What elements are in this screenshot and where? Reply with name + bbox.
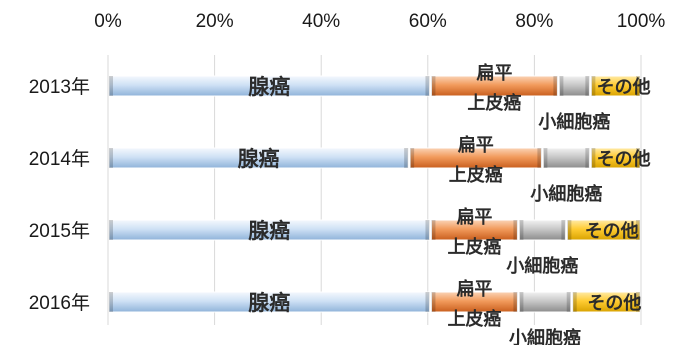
- bar-bevel: [566, 292, 571, 312]
- bar-segment: [430, 219, 518, 241]
- bar-segment: [518, 291, 572, 313]
- bar-segment: [542, 147, 590, 169]
- bar-segment: [518, 219, 566, 241]
- bar-segment: [590, 147, 641, 169]
- category-label: 2015年: [29, 220, 90, 242]
- category-label: 2013年: [29, 76, 90, 98]
- bars: [108, 75, 641, 313]
- segment-label: 扁平: [456, 278, 492, 300]
- bar-bevel: [636, 76, 640, 96]
- segment-label: 腺癌: [248, 291, 290, 315]
- bar-bevel: [513, 292, 518, 312]
- x-tick-label: 60%: [409, 11, 447, 32]
- segment-label: 上皮癌: [447, 236, 501, 258]
- bar-bevel: [585, 76, 590, 96]
- bar-bevel: [431, 220, 436, 240]
- bar-bevel: [553, 76, 558, 96]
- bar-segment: [409, 147, 542, 169]
- y-axis-categories: 2013年 2014年 2015年 2016年: [29, 76, 90, 314]
- segment-label: 小細胞癌: [530, 183, 602, 205]
- gridlines: [107, 55, 642, 325]
- segment-label: 腺癌: [238, 147, 280, 171]
- bar-segment: [108, 291, 430, 313]
- x-tick-label: 0%: [94, 11, 122, 32]
- x-tick-label: 80%: [515, 11, 553, 32]
- bar-segment: [590, 75, 641, 97]
- bar-bevel: [559, 76, 564, 96]
- bar-bevel: [543, 148, 548, 168]
- bar-bevel: [567, 220, 572, 240]
- segment-label: 扁平: [456, 206, 492, 228]
- bar-bevel: [636, 220, 640, 240]
- bar-segment: [108, 147, 409, 169]
- bar-segment: [566, 219, 641, 241]
- bar-bevel: [572, 292, 577, 312]
- bar-segment: [430, 291, 518, 313]
- segment-label: その他: [587, 292, 641, 314]
- bar-bevel: [636, 148, 640, 168]
- bar-segment: [430, 75, 558, 97]
- bar-bevel: [425, 76, 430, 96]
- bar-bevel: [425, 220, 430, 240]
- bar-bevel: [109, 148, 113, 168]
- bar-segment: [108, 75, 430, 97]
- bar-bevel: [513, 220, 518, 240]
- bar-bevel: [109, 76, 113, 96]
- bar-segment: [572, 291, 641, 313]
- segment-labels: 腺癌扁平上皮癌小細胞癌その他腺癌扁平上皮癌小細胞癌その他腺癌扁平上皮癌小細胞癌そ…: [238, 62, 651, 345]
- bar-bevel: [109, 220, 113, 240]
- segment-label: その他: [597, 76, 651, 98]
- x-tick-label: 100%: [617, 11, 666, 32]
- segment-label: 上皮癌: [467, 92, 521, 114]
- bar-segment: [558, 75, 590, 97]
- category-label: 2014年: [29, 148, 90, 170]
- segment-label: 腺癌: [248, 219, 290, 243]
- x-axis-ticks: 0% 20% 40% 60% 80% 100%: [94, 11, 665, 32]
- bar-bevel: [109, 292, 113, 312]
- x-tick-label: 40%: [302, 11, 340, 32]
- segment-label: その他: [585, 220, 639, 242]
- category-label: 2016年: [29, 292, 90, 314]
- segment-label: 上皮癌: [449, 164, 503, 186]
- bar-bevel: [404, 148, 409, 168]
- segment-label: 小細胞癌: [509, 327, 581, 345]
- bar-bevel: [519, 220, 524, 240]
- segment-label: 上皮癌: [447, 308, 501, 330]
- segment-label: 小細胞癌: [538, 111, 610, 133]
- bar-segment: [108, 219, 430, 241]
- bar-bevel: [431, 76, 436, 96]
- bar-bevel: [431, 292, 436, 312]
- x-tick-label: 20%: [196, 11, 234, 32]
- bar-bevel: [561, 220, 566, 240]
- bar-bevel: [425, 292, 430, 312]
- segment-label: 腺癌: [248, 75, 290, 99]
- bar-bevel: [591, 76, 596, 96]
- segment-label: その他: [597, 148, 651, 170]
- segment-label: 小細胞癌: [506, 255, 578, 277]
- bar-bevel: [537, 148, 542, 168]
- segment-label: 扁平: [458, 134, 494, 156]
- bar-bevel: [585, 148, 590, 168]
- segment-label: 扁平: [476, 62, 512, 84]
- bar-bevel: [410, 148, 415, 168]
- bar-bevel: [636, 292, 640, 312]
- bar-bevel: [591, 148, 596, 168]
- bar-bevel: [519, 292, 524, 312]
